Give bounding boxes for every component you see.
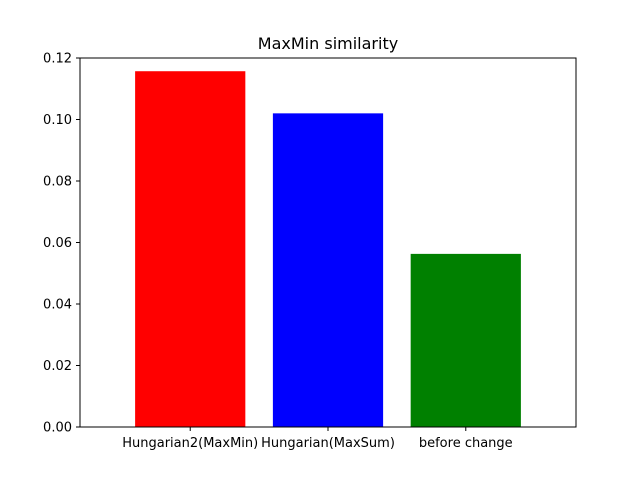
x-tick-label: Hungarian(MaxSum) [261, 436, 395, 451]
y-axis: 0.00 0.02 0.04 0.06 0.08 0.10 0.12 [43, 52, 80, 436]
y-tick-label: 0.08 [43, 175, 72, 190]
x-axis: Hungarian2(MaxMin) Hungarian(MaxSum) befor… [122, 427, 513, 451]
bar-3 [410, 253, 521, 427]
plot-frame [79, 57, 577, 428]
bar-1 [135, 71, 246, 427]
y-tick-label: 0.04 [43, 298, 72, 313]
y-tick-label: 0.02 [43, 359, 72, 374]
y-tick-label: 0.00 [43, 421, 72, 436]
bars-group [135, 71, 521, 427]
x-tick-label: Hungarian2(MaxMin) [122, 436, 258, 451]
y-tick-label: 0.06 [43, 236, 72, 251]
y-tick-label: 0.12 [43, 52, 72, 67]
chart-title: MaxMin similarity [258, 34, 398, 53]
x-tick-label: before change [419, 436, 513, 451]
y-tick-label: 0.10 [43, 113, 72, 128]
bar-2 [272, 113, 384, 427]
